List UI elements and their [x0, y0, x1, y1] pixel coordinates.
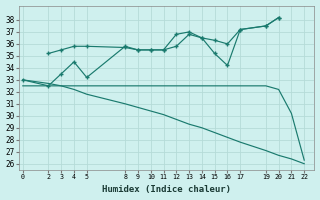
X-axis label: Humidex (Indice chaleur): Humidex (Indice chaleur)	[102, 185, 231, 194]
